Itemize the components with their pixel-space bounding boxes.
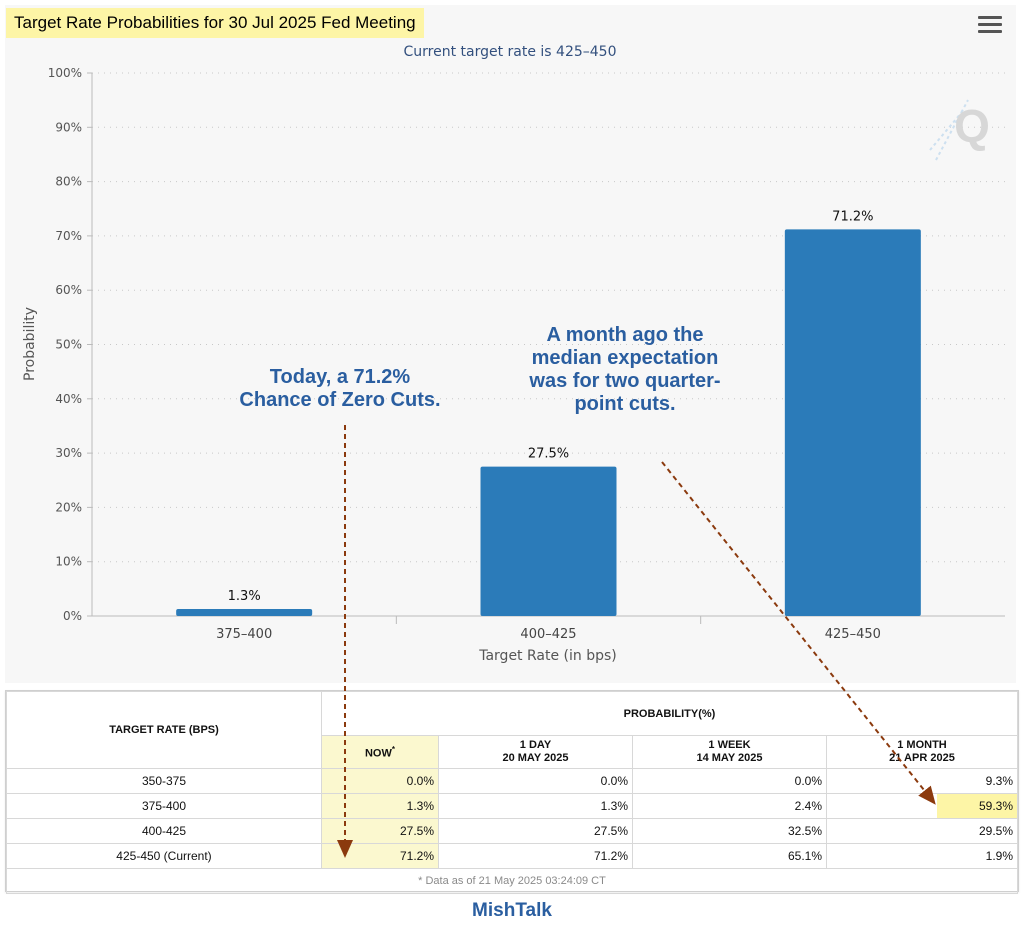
table-row: 425-450 (Current) 71.2% 71.2% 65.1% 1.9% [6,843,1018,869]
y-tick-label: 90% [55,120,82,134]
week-cell: 32.5% [632,818,827,844]
now-cell: 71.2% [321,843,439,869]
rate-cell: 400-425 [6,818,322,844]
y-tick-label: 100% [48,66,82,80]
month-value-highlight: 59.3% [937,794,1017,818]
annotation-today-line-1: Today, a 71.2% [269,366,411,388]
now-cell: 1.3% [321,793,439,819]
table-row: 400-425 27.5% 27.5% 32.5% 29.5% [6,818,1018,844]
day-cell: 0.0% [438,768,633,794]
col-1day-header: 1 DAY 20 MAY 2025 [438,735,633,769]
chart-subtitle: Current target rate is 425–450 [403,44,616,60]
annotation-today: Today, a 71.2% Chance of Zero Cuts. [205,366,475,412]
annotation-month-line-2: median expectation [531,347,719,369]
x-axis-label: Target Rate (in bps) [478,648,617,664]
y-tick-label: 40% [55,392,82,406]
probability-header: PROBABILITY(%) [321,691,1018,736]
target-rate-header: TARGET RATE (BPS) [6,691,322,769]
col-1week-label: 1 WEEK [708,739,751,751]
rate-cell: 375-400 [6,793,322,819]
quikstrike-logo: Q [929,99,990,161]
col-1week-date: 14 MAY 2025 [696,752,763,764]
chart-title: Target Rate Probabilities for 30 Jul 202… [6,8,424,38]
week-cell: 65.1% [632,843,827,869]
y-tick-label: 0% [63,609,82,623]
y-tick-label: 30% [55,446,82,460]
month-cell: 29.5% [826,818,1018,844]
now-cell: 27.5% [321,818,439,844]
col-now-label: NOW [364,747,392,760]
x-tick-label: 400–425 [520,627,576,642]
annotation-month-line-1: A month ago the [546,324,704,346]
bar-value-label: 27.5% [528,447,569,462]
annotation-today-line-2: Chance of Zero Cuts. [239,389,441,411]
annotation-month-ago: A month ago the median expectation was f… [505,324,745,416]
brand-mishtalk: MishTalk [472,900,552,921]
col-1week-header: 1 WEEK 14 MAY 2025 [632,735,827,769]
bar [480,466,617,616]
y-tick-label: 20% [55,500,82,514]
y-tick-label: 50% [55,338,82,352]
data-timestamp-footnote: * Data as of 21 May 2025 03:24:09 CT [6,868,1018,894]
annotation-month-line-4: point cuts. [574,393,676,415]
rate-cell: 425-450 (Current) [6,843,322,869]
y-tick-label: 70% [55,229,82,243]
probability-table: TARGET RATE (BPS) PROBABILITY(%) NOW* 1 … [5,690,1019,894]
col-now-header: NOW* [321,735,439,769]
y-tick-label: 80% [55,175,82,189]
week-cell: 2.4% [632,793,827,819]
x-tick-label: 375–400 [216,627,272,642]
col-1month-date: 21 APR 2025 [889,752,955,764]
y-tick-label: 60% [55,283,82,297]
col-1month-header: 1 MONTH 21 APR 2025 [826,735,1018,769]
svg-text:Q: Q [954,100,990,152]
week-cell: 0.0% [632,768,827,794]
month-cell-highlighted: 59.3% [826,793,1018,819]
annotation-month-line-3: was for two quarter- [529,370,721,392]
bar-value-label: 71.2% [832,209,873,224]
col-1day-label: 1 DAY [519,739,552,751]
day-cell: 27.5% [438,818,633,844]
now-cell: 0.0% [321,768,439,794]
table-row: 350-375 0.0% 0.0% 0.0% 9.3% [6,768,1018,794]
month-cell: 9.3% [826,768,1018,794]
col-1day-date: 20 MAY 2025 [502,752,569,764]
table-row: 375-400 1.3% 1.3% 2.4% 59.3% [6,793,1018,819]
col-now-footnote-mark: * [391,745,395,755]
x-tick-label: 425–450 [825,627,881,642]
footnote-row: * Data as of 21 May 2025 03:24:09 CT [6,868,1018,894]
month-cell: 1.9% [826,843,1018,869]
day-cell: 1.3% [438,793,633,819]
bar [784,229,921,616]
hamburger-menu-icon[interactable] [978,16,1002,36]
day-cell: 71.2% [438,843,633,869]
bar [176,608,313,616]
y-axis-label: Probability [22,307,38,381]
bar-value-label: 1.3% [228,589,261,604]
col-1month-label: 1 MONTH [897,739,947,751]
rate-cell: 350-375 [6,768,322,794]
y-tick-label: 10% [55,555,82,569]
